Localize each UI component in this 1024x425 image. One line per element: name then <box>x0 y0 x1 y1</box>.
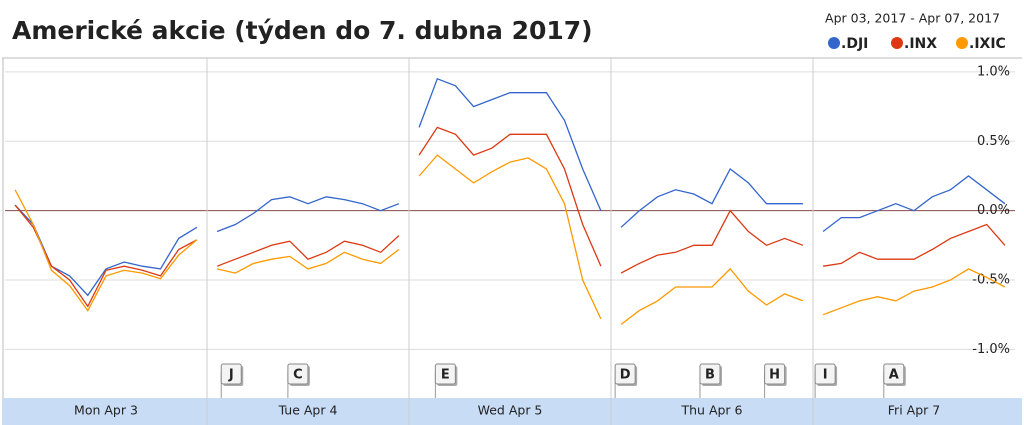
y-tick-label: 1.0% <box>977 64 1010 79</box>
chart-title: Americké akcie (týden do 7. dubna 2017) <box>12 16 593 45</box>
flag <box>764 363 786 385</box>
y-tick-label: 0.0% <box>977 203 1010 218</box>
flag-label: B <box>705 368 715 383</box>
x-tick-label: Fri Apr 7 <box>888 403 940 418</box>
grid: 1.0%0.5%0.0%-0.5%-1.0%Mon Apr 3 Tue Apr 4… <box>5 58 1015 425</box>
flag-label: J <box>228 368 234 383</box>
y-tick-label: -1.0% <box>972 342 1010 357</box>
flag <box>699 363 721 385</box>
legend-dot <box>828 37 840 49</box>
series-line <box>14 77 1006 297</box>
flag-label: E <box>441 368 450 383</box>
x-tick-label: Mon Apr 3 <box>74 403 138 418</box>
x-tick-label: Wed Apr 5 <box>478 403 543 418</box>
date-range: Apr 03, 2017 - Apr 07, 2017 <box>825 11 1000 26</box>
legend-dot <box>891 37 903 49</box>
legend-dot <box>956 37 968 49</box>
flag <box>883 363 905 385</box>
y-tick-label: 0.5% <box>977 134 1010 149</box>
flag <box>220 363 242 385</box>
lines <box>14 77 1006 325</box>
flag <box>614 363 636 385</box>
flag <box>814 363 836 385</box>
x-axis-band <box>2 398 1022 425</box>
flag-label: C <box>293 368 303 383</box>
legend: .DJI .INX .IXIC <box>828 36 1006 52</box>
legend-label: .DJI <box>841 36 868 52</box>
legend-label: .INX <box>904 36 937 52</box>
flag <box>434 363 456 385</box>
series-line <box>14 126 1006 308</box>
x-tick-label: Tue Apr 4 <box>278 403 338 418</box>
flag-label: D <box>620 368 631 383</box>
flag <box>287 363 309 385</box>
flag-label: A <box>889 368 899 383</box>
flag-label: I <box>823 368 828 383</box>
legend-label: .IXIC <box>969 36 1006 52</box>
x-tick-label: Thu Apr 6 <box>680 403 742 418</box>
series-line <box>14 154 1006 325</box>
flag-label: H <box>769 368 780 383</box>
